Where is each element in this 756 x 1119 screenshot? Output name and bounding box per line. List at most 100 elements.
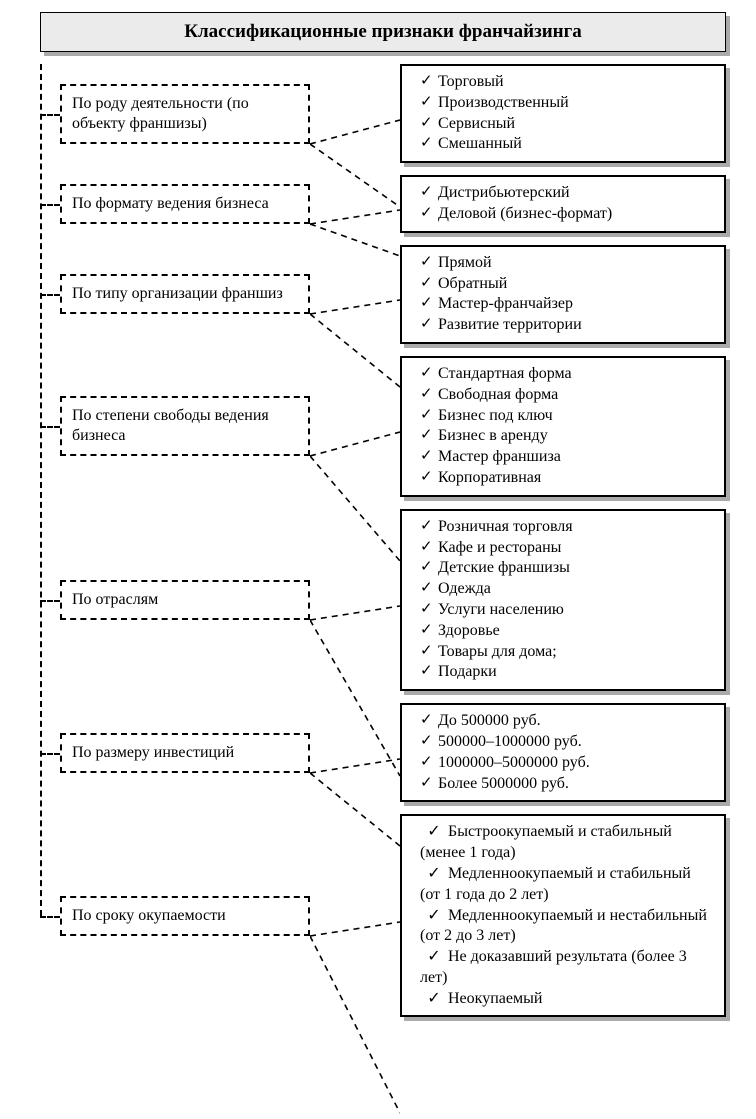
check-icon: ✓ bbox=[420, 947, 448, 968]
category-label: По отраслям bbox=[72, 591, 158, 608]
check-icon: ✓ bbox=[420, 989, 448, 1010]
list-item-label: Мастер франшиза bbox=[438, 448, 561, 465]
branch-row: По размеру инвестиций До 500000 руб. 50000… bbox=[30, 703, 726, 802]
list-item: Торговый bbox=[420, 72, 714, 93]
list-item-label: Прямой bbox=[438, 254, 492, 271]
list-item: ✓Неокупаемый bbox=[420, 989, 714, 1010]
list-item: До 500000 руб. bbox=[420, 711, 714, 732]
items-box: Стандартная форма Свободная форма Бизнес п… bbox=[400, 356, 726, 497]
list-item-label: Медленноокупаемый и стабильный (от 1 год… bbox=[420, 865, 691, 903]
trunk-to-label-connector bbox=[40, 916, 60, 918]
trunk-to-label-connector bbox=[40, 753, 60, 755]
list-item-label: Неокупаемый bbox=[448, 990, 542, 1007]
branch-row: По отраслям Розничная торговля Кафе и рест… bbox=[30, 509, 726, 691]
list-item-label: Корпоративная bbox=[438, 469, 541, 486]
trunk-to-label-connector bbox=[40, 294, 60, 296]
branch-left: По типу организации франшиз bbox=[30, 274, 310, 314]
classification-tree: По роду деятельности (по объекту франшиз… bbox=[30, 64, 726, 1017]
branch-left: По роду деятельности (по объекту франшиз… bbox=[30, 84, 310, 144]
list-item: ✓Медленноокупаемый и стабильный (от 1 го… bbox=[420, 864, 714, 906]
list-item-label: Деловой (бизнес-формат) bbox=[438, 205, 612, 222]
list-item-label: Услуги населению bbox=[438, 601, 564, 618]
list-item: Стандартная форма bbox=[420, 364, 714, 385]
list-item-label: Кафе и рестораны bbox=[438, 539, 561, 556]
branch-left: По размеру инвестиций bbox=[30, 733, 310, 773]
list-item: Мастер франшиза bbox=[420, 447, 714, 468]
list-item: Товары для дома; bbox=[420, 642, 714, 663]
items-box: ✓Быстроокупаемый и стабильный (менее 1 г… bbox=[400, 814, 726, 1017]
header-title: Классификационные признаки франчайзинга bbox=[184, 21, 581, 42]
list-item: Услуги населению bbox=[420, 600, 714, 621]
list-item-label: Детские франшизы bbox=[438, 559, 570, 576]
list-item: Производственный bbox=[420, 93, 714, 114]
list-item-label: 1000000–5000000 руб. bbox=[438, 754, 590, 771]
header-title-box: Классификационные признаки франчайзинга bbox=[40, 12, 726, 52]
list-item: ✓Медленноокупаемый и нестабильный (от 2 … bbox=[420, 906, 714, 948]
trunk-to-label-connector bbox=[40, 114, 60, 116]
list-item: Дистрибьютерский bbox=[420, 183, 714, 204]
items-box: Дистрибьютерский Деловой (бизнес-формат) bbox=[400, 175, 726, 233]
list-item-label: Товары для дома; bbox=[438, 643, 557, 660]
list-item-label: Бизнес в аренду bbox=[438, 427, 548, 444]
list-item-label: Дистрибьютерский bbox=[438, 184, 570, 201]
list-item: Развитие территории bbox=[420, 315, 714, 336]
category-label: По роду деятельности (по объекту франшиз… bbox=[72, 95, 249, 132]
items-box: Торговый Производственный Сервисный Смешанн… bbox=[400, 64, 726, 163]
trunk-to-label-connector bbox=[40, 204, 60, 206]
list-item: ✓Быстроокупаемый и стабильный (менее 1 г… bbox=[420, 822, 714, 864]
list-item-label: До 500000 руб. bbox=[438, 712, 541, 729]
list-item-label: Стандартная форма bbox=[438, 365, 572, 382]
list-item: Здоровье bbox=[420, 621, 714, 642]
list-item-label: Обратный bbox=[438, 275, 507, 292]
list-item-label: Медленноокупаемый и нестабильный (от 2 д… bbox=[420, 907, 707, 945]
list-item-label: Сервисный bbox=[438, 115, 515, 132]
list-item: Одежда bbox=[420, 579, 714, 600]
branch-row: По сроку окупаемости✓Быстроокупаемый и с… bbox=[30, 814, 726, 1017]
list-item-label: Более 5000000 руб. bbox=[438, 775, 569, 792]
check-icon: ✓ bbox=[420, 906, 448, 927]
list-item: Бизнес в аренду bbox=[420, 426, 714, 447]
list-item-label: Не доказавший результата (более 3 лет) bbox=[420, 948, 687, 986]
check-icon: ✓ bbox=[420, 864, 448, 885]
category-label: По сроку окупаемости bbox=[72, 907, 226, 924]
list-item: Свободная форма bbox=[420, 385, 714, 406]
branch-row: По типу организации франшиз Прямой Обратны… bbox=[30, 245, 726, 344]
items-box: До 500000 руб. 500000–1000000 руб. 1000000… bbox=[400, 703, 726, 802]
list-item-label: Бизнес под ключ bbox=[438, 407, 553, 424]
list-item: Обратный bbox=[420, 274, 714, 295]
items-box: Прямой Обратный Мастер-франчайзерРазвитие … bbox=[400, 245, 726, 344]
list-item: Деловой (бизнес-формат) bbox=[420, 204, 714, 225]
items-box: Розничная торговля Кафе и рестораны Детски… bbox=[400, 509, 726, 691]
list-item-label: Розничная торговля bbox=[438, 518, 573, 535]
category-label: По типу организации франшиз bbox=[72, 285, 283, 302]
branch-left: По отраслям bbox=[30, 580, 310, 620]
branch-left: По сроку окупаемости bbox=[30, 896, 310, 936]
list-item-label: Производственный bbox=[438, 94, 569, 111]
list-item-label: Смешанный bbox=[438, 135, 522, 152]
category-label-box: По формату ведения бизнеса bbox=[60, 184, 310, 224]
list-item: Смешанный bbox=[420, 134, 714, 155]
category-label: По размеру инвестиций bbox=[72, 744, 234, 761]
category-label-box: По типу организации франшиз bbox=[60, 274, 310, 314]
list-item: Мастер-франчайзер bbox=[420, 294, 714, 315]
list-item: Сервисный bbox=[420, 114, 714, 135]
category-label-box: По степени свободы ведения бизнеса bbox=[60, 396, 310, 456]
list-item-label: Подарки bbox=[438, 663, 497, 680]
list-item: Бизнес под ключ bbox=[420, 406, 714, 427]
list-item-label: Быстроокупаемый и стабильный (менее 1 го… bbox=[420, 823, 672, 861]
list-item: 500000–1000000 руб. bbox=[420, 732, 714, 753]
list-item-label: Одежда bbox=[438, 580, 491, 597]
category-label-box: По сроку окупаемости bbox=[60, 896, 310, 936]
category-label-box: По роду деятельности (по объекту франшиз… bbox=[60, 84, 310, 144]
category-label-box: По размеру инвестиций bbox=[60, 733, 310, 773]
list-item-label: Свободная форма bbox=[438, 386, 558, 403]
list-item-label: Торговый bbox=[438, 73, 504, 90]
branch-row: По степени свободы ведения бизнеса Станда… bbox=[30, 356, 726, 497]
list-item-label: Здоровье bbox=[438, 622, 500, 639]
list-item: Кафе и рестораны bbox=[420, 538, 714, 559]
list-item: Розничная торговля bbox=[420, 517, 714, 538]
check-icon: ✓ bbox=[420, 822, 448, 843]
branch-left: По формату ведения бизнеса bbox=[30, 184, 310, 224]
list-item-label: 500000–1000000 руб. bbox=[438, 733, 582, 750]
branch-row: По формату ведения бизнеса Дистрибьютерск… bbox=[30, 175, 726, 233]
